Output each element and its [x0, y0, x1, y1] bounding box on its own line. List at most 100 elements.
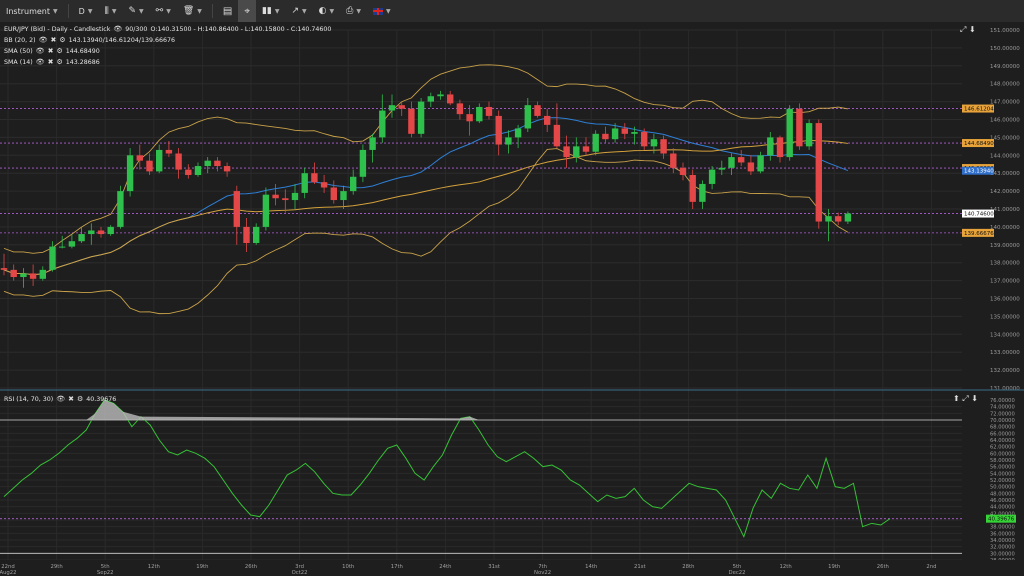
- indicators-dropdown[interactable]: ⚯ ▼: [150, 0, 177, 22]
- candle-body: [815, 123, 822, 222]
- rsi-pane-controls: ⬆ ⤢ ⬇: [953, 394, 978, 404]
- main-pane-controls: ⤢ ⬇: [960, 25, 976, 35]
- chevron-down-icon: ▼: [329, 7, 335, 15]
- gear-icon[interactable]: ⚙: [56, 47, 63, 55]
- bar-chart-icon: ▮▮: [261, 6, 272, 16]
- move-down-icon[interactable]: ⬇: [971, 394, 978, 403]
- toolbar-divider: [211, 4, 213, 18]
- time-axis-label: 14th: [585, 564, 597, 570]
- chart-type-dropdown[interactable]: ⦀ ▼: [98, 0, 122, 22]
- bollinger-lower: [3, 148, 849, 315]
- uk-flag-icon: [372, 7, 383, 15]
- candle-body: [350, 176, 357, 192]
- price-axis-label: 147.00000: [990, 100, 1020, 106]
- language-dropdown[interactable]: ▼: [367, 0, 397, 22]
- close-icon[interactable]: ✖: [68, 395, 74, 403]
- chevron-down-icon: ▼: [87, 7, 93, 15]
- candle-body: [660, 139, 667, 154]
- eye-icon[interactable]: 👁: [56, 395, 66, 403]
- eye-icon[interactable]: 👁: [113, 25, 123, 33]
- instrument-dropdown[interactable]: Instrument ▼: [0, 0, 64, 22]
- time-axis-sublabel: Aug22: [0, 570, 17, 576]
- price-axis-label: 149.00000: [990, 64, 1020, 70]
- price-tags: 146.61204144.68490143.28686143.13940140.…: [962, 104, 994, 237]
- rsi-axis-label: 30.00000: [990, 551, 1015, 557]
- crosshair-button[interactable]: ⌖: [238, 0, 256, 22]
- price-chart[interactable]: 151.00000 150.00000 149.00000 148.00000 147.…: [0, 22, 1024, 576]
- move-down-icon[interactable]: ⬇: [968, 25, 976, 34]
- time-axis-background: [0, 560, 1024, 576]
- move-up-icon[interactable]: ⬆: [953, 394, 960, 403]
- eye-icon[interactable]: 👁: [35, 58, 45, 66]
- rsi-tag-text: 40.39676: [988, 517, 1015, 523]
- candle-body: [592, 133, 599, 152]
- toolbar: Instrument ▼ D ▼ ⦀ ▼ ✎ ▼ ⚯ ▼ 🗑 ▼ ▤ ⌖ ▮▮ …: [0, 0, 1024, 23]
- price-axis-label: 151.00000: [990, 28, 1020, 34]
- close-icon[interactable]: ✖: [47, 58, 54, 66]
- candle-body: [262, 194, 270, 227]
- candle-body: [679, 167, 687, 175]
- gear-icon[interactable]: ⚙: [76, 395, 84, 403]
- palette-icon: ◐: [318, 6, 327, 16]
- price-axis-label: 133.00000: [990, 350, 1020, 356]
- expand-icon[interactable]: ⤢: [962, 394, 969, 403]
- candle-body: [301, 173, 308, 193]
- price-axis: 151.00000 150.00000 149.00000 148.00000 147.…: [990, 28, 1020, 392]
- share-icon: ↗: [291, 6, 300, 16]
- candle-body: [243, 226, 250, 244]
- chevron-down-icon: ▼: [197, 7, 202, 15]
- eye-icon[interactable]: 👁: [35, 47, 45, 55]
- instrument-label: Instrument: [6, 6, 51, 16]
- time-axis-label: 28th: [682, 564, 694, 570]
- candle-body: [699, 183, 706, 202]
- rsi-axis-label: 74.00000: [990, 405, 1015, 411]
- candle-body: [408, 108, 415, 134]
- price-tag-box: [962, 228, 994, 237]
- rsi-axis-label: 46.00000: [990, 498, 1015, 504]
- theme-dropdown[interactable]: ◐ ▼: [313, 0, 340, 22]
- gear-icon[interactable]: ⚙: [56, 58, 63, 66]
- sma14-label: SMA (14): [4, 58, 33, 66]
- candle-body: [165, 149, 173, 154]
- candle-body: [253, 226, 260, 244]
- rsi-axis-label: 42.00000: [990, 511, 1015, 517]
- close-icon[interactable]: ✖: [47, 47, 54, 55]
- price-axis-label: 139.00000: [990, 243, 1020, 249]
- layout-icon: ▤: [222, 5, 233, 17]
- gear-icon[interactable]: ⚙: [59, 36, 66, 44]
- print-dropdown[interactable]: ⎙ ▼: [340, 0, 367, 22]
- candle-body: [757, 155, 764, 172]
- candle-body: [107, 226, 114, 235]
- delete-dropdown[interactable]: 🗑 ▼: [177, 0, 208, 22]
- rsi-axis-label: 70.00000: [990, 418, 1015, 424]
- candle-body: [476, 106, 483, 122]
- layout-button[interactable]: ▤: [217, 0, 238, 22]
- price-axis-label: 140.00000: [990, 225, 1020, 231]
- drawing-tools-dropdown[interactable]: ✎ ▼: [122, 0, 149, 22]
- close-icon[interactable]: ✖: [50, 36, 57, 44]
- rsi-line: [3, 399, 891, 538]
- time-axis-label: 31st: [488, 564, 500, 570]
- chevron-down-icon: ▼: [385, 7, 391, 15]
- candle-body: [194, 166, 202, 175]
- time-axis-label: 10th: [342, 564, 354, 570]
- candle-body: [786, 108, 793, 158]
- candle-body: [20, 273, 27, 278]
- eye-icon[interactable]: 👁: [38, 36, 48, 44]
- toolbar-divider: [67, 4, 69, 18]
- rsi-tag-box: [986, 514, 1016, 523]
- candle-body: [582, 146, 590, 152]
- candle-body: [29, 273, 37, 279]
- candle-body: [78, 234, 85, 242]
- share-dropdown[interactable]: ↗ ▼: [286, 0, 313, 22]
- pencil-icon: ✎: [128, 6, 137, 16]
- rsi-axis-label: 32.00000: [990, 545, 1015, 551]
- time-axis-sublabel: Nov22: [534, 570, 551, 576]
- bar-chart-dropdown[interactable]: ▮▮ ▼: [256, 0, 286, 22]
- timeframe-dropdown[interactable]: D ▼: [73, 0, 99, 22]
- bollinger-upper: [3, 64, 848, 254]
- candle-body: [272, 194, 279, 199]
- expand-icon[interactable]: ⤢: [960, 25, 967, 34]
- price-axis-label: 146.00000: [990, 118, 1020, 124]
- candle-body: [369, 137, 376, 150]
